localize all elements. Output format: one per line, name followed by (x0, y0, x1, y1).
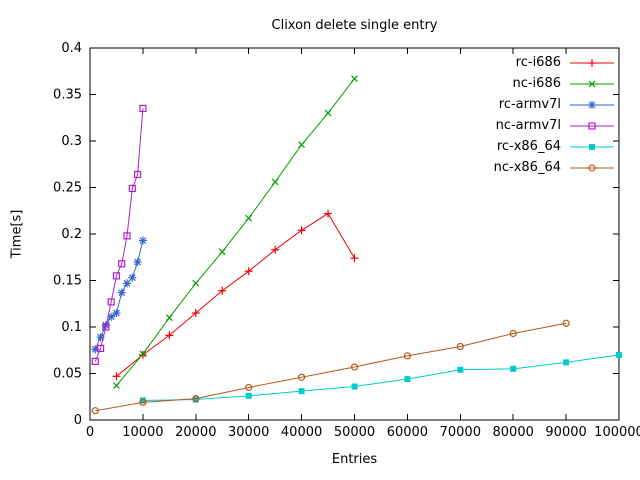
legend-sample (570, 100, 614, 109)
y-tick-label: 0.35 (53, 88, 82, 103)
series-nc-i686 (113, 75, 358, 390)
legend-item: rc-x86_64 (494, 136, 614, 157)
y-tick-label: 0.1 (61, 320, 82, 335)
series-nc-armv7l (91, 104, 147, 366)
y-axis-label: Time[s] (9, 209, 25, 259)
x-tick-label: 50000 (334, 425, 375, 440)
legend-label: rc-armv7l (498, 97, 561, 112)
legend-sample (570, 121, 614, 130)
legend-label: nc-armv7l (495, 118, 561, 133)
legend-label: rc-i686 (515, 55, 561, 70)
y-tick-label: 0.2 (61, 227, 82, 242)
legend-item: rc-i686 (494, 52, 614, 73)
x-tick-label: 100000 (594, 425, 640, 440)
legend-item: nc-armv7l (494, 115, 614, 136)
legend-label: nc-i686 (512, 76, 561, 91)
y-tick-label: 0.4 (61, 41, 82, 56)
x-axis-label: Entries (331, 452, 378, 467)
legend-item: nc-i686 (494, 73, 614, 94)
legend-label: rc-x86_64 (496, 139, 561, 154)
legend: rc-i686 nc-i686 rc-armv7l nc-armv7l rc-x… (494, 52, 614, 178)
x-tick-label: 0 (86, 425, 94, 440)
legend-item: rc-armv7l (494, 94, 614, 115)
series-nc-x86_64 (91, 319, 570, 415)
y-tick-label: 0.15 (53, 274, 82, 289)
x-tick-label: 20000 (175, 425, 216, 440)
x-tick-label: 70000 (440, 425, 481, 440)
legend-sample (570, 163, 614, 172)
x-tick-label: 10000 (122, 425, 163, 440)
chart-title: Clixon delete single entry (271, 18, 438, 33)
x-tick-label: 60000 (387, 425, 428, 440)
axes (89, 47, 620, 421)
legend-sample (570, 80, 614, 87)
y-tick-label: 0.3 (61, 134, 82, 149)
x-tick-label: 30000 (228, 425, 269, 440)
y-tick-label: 0 (74, 413, 82, 428)
x-tick-label: 40000 (281, 425, 322, 440)
legend-label: nc-x86_64 (493, 160, 561, 175)
x-tick-label: 80000 (493, 425, 534, 440)
series-rc-armv7l (91, 236, 147, 354)
x-tick-label: 90000 (545, 425, 586, 440)
legend-sample (570, 58, 614, 67)
legend-sample (570, 143, 614, 150)
y-tick-label: 0.05 (53, 367, 82, 382)
series-rc-i686 (112, 209, 359, 381)
series-rc-x86_64 (139, 351, 622, 404)
y-tick-label: 0.25 (53, 181, 82, 196)
legend-item: nc-x86_64 (494, 157, 614, 178)
